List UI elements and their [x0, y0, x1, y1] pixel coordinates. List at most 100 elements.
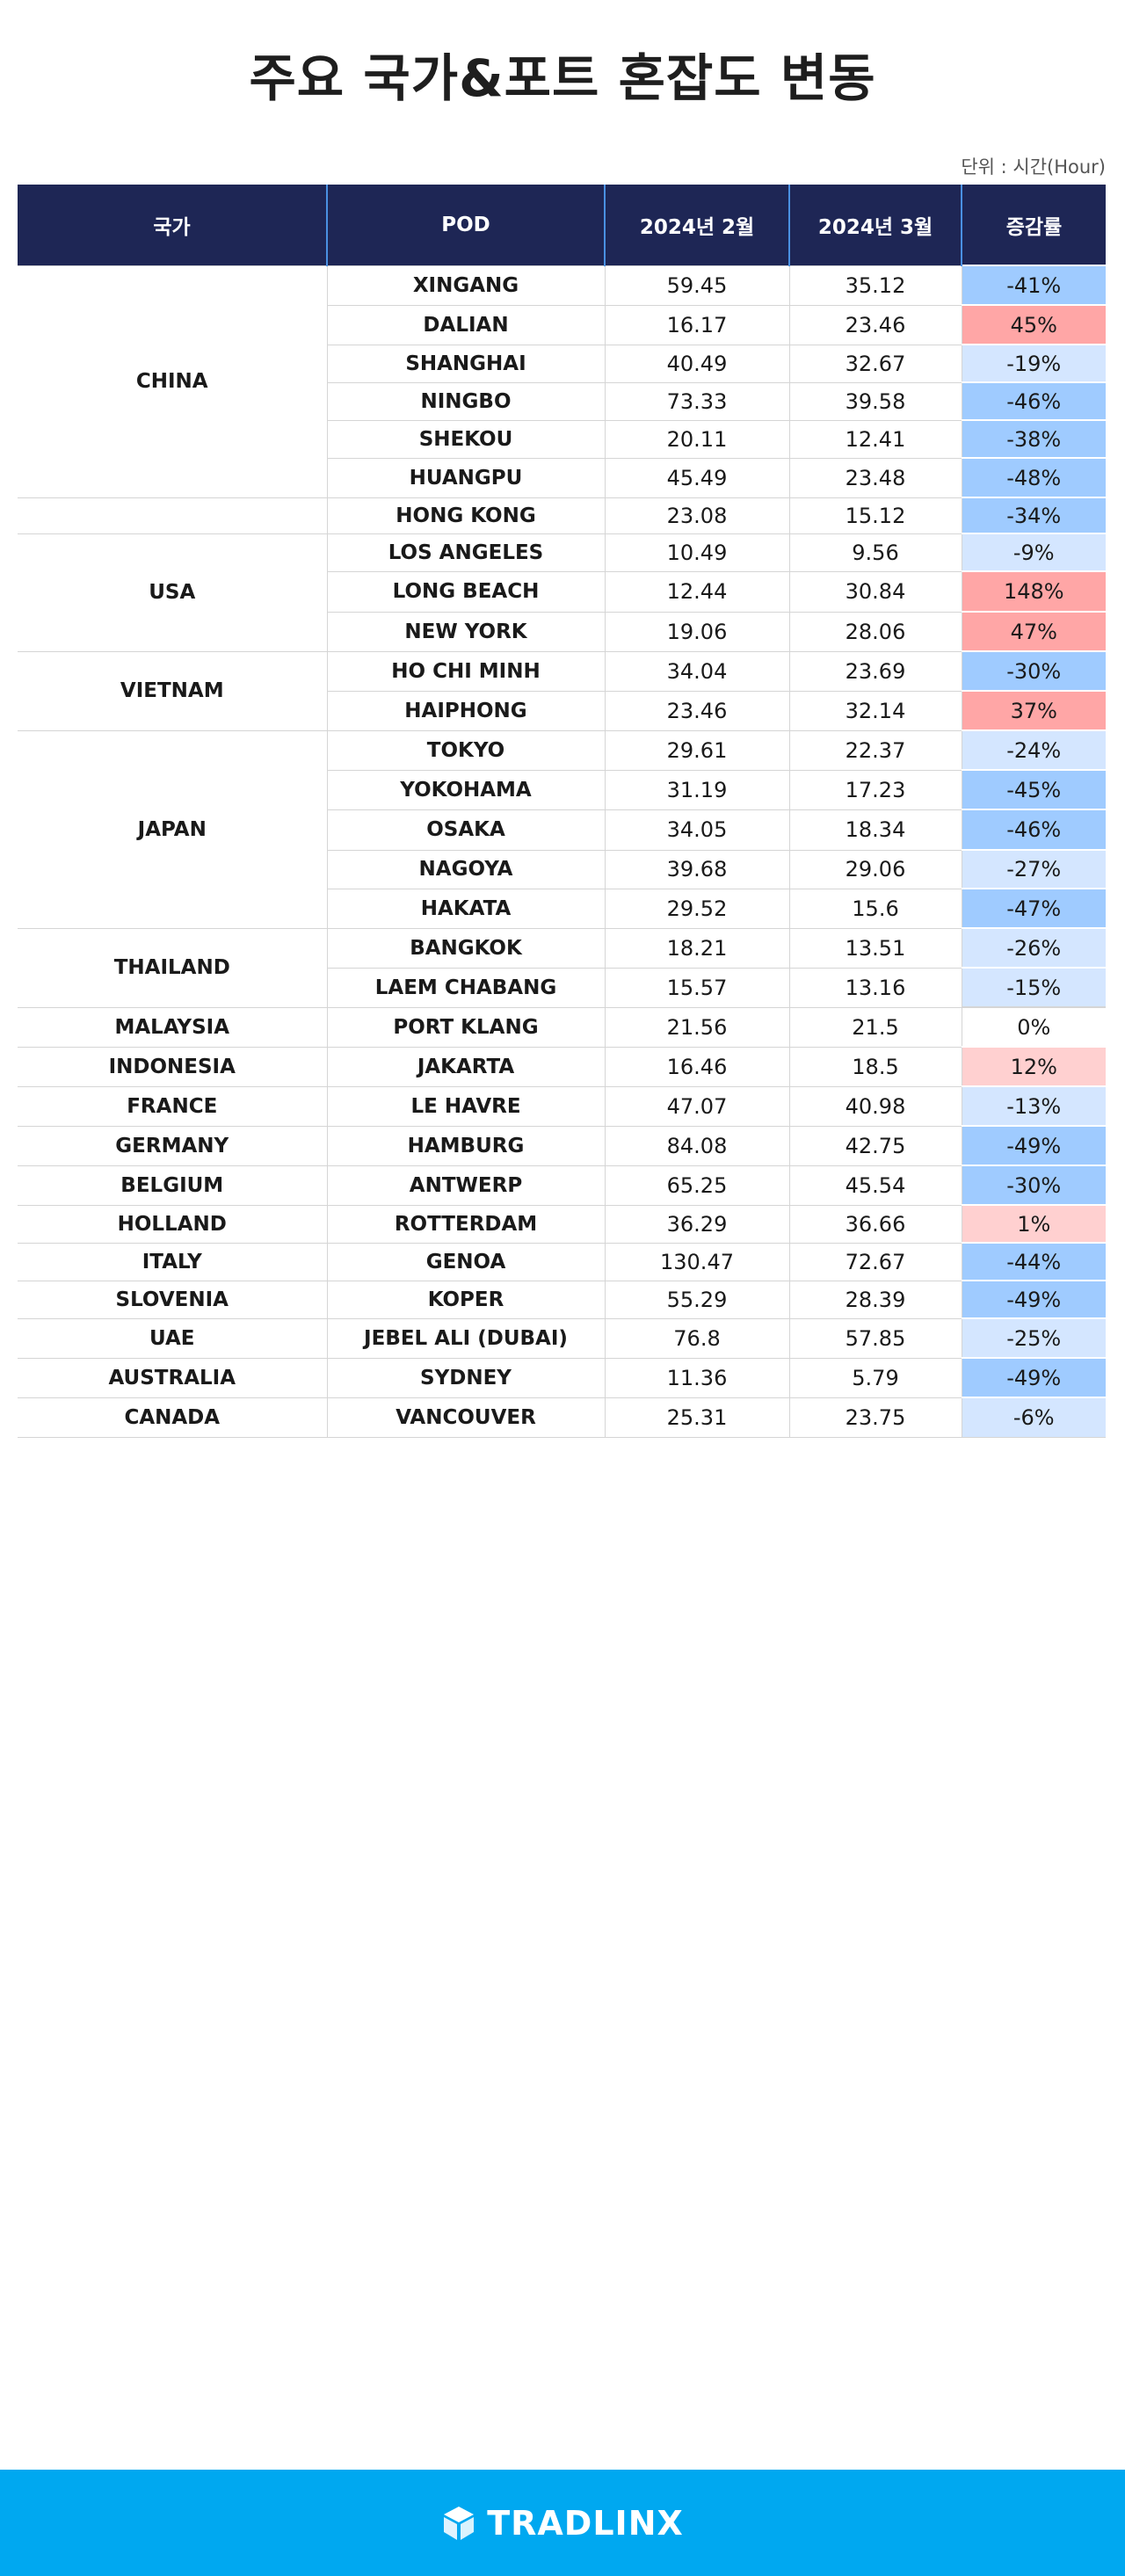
feb-value-cell: 12.44 — [604, 570, 789, 612]
feb-value-cell: 55.29 — [604, 1280, 789, 1318]
table-row: VIETNAM HO CHI MINH 34.04 23.69 -30% — [18, 650, 1106, 730]
rate-cell: -34% — [961, 497, 1106, 533]
mar-value-cell: 21.5 — [788, 1006, 962, 1047]
rate-cell: -19% — [961, 344, 1106, 382]
feb-value-cell: 16.46 — [604, 1046, 789, 1086]
pod-cell: PORT KLANG — [326, 1006, 605, 1047]
country-cell — [18, 497, 327, 533]
pod-cell: XINGANG — [326, 265, 605, 305]
feb-value-cell: 19.06 — [604, 611, 789, 651]
mar-value-cell: 28.39 — [788, 1280, 962, 1318]
mar-value-cell: 36.66 — [788, 1204, 962, 1243]
pod-cell: ROTTERDAM — [326, 1204, 605, 1243]
rate-cell: -9% — [961, 533, 1106, 571]
mar-value-cell: 12.41 — [788, 419, 962, 458]
table-row: UAE JEBEL ALI (DUBAI) 76.8 57.85 -25% — [18, 1317, 1106, 1358]
rate-cell: -38% — [961, 419, 1106, 458]
feb-value-cell: 20.11 — [604, 419, 789, 458]
pod-cell: JAKARTA — [326, 1046, 605, 1086]
pod-cell: HAKATA — [326, 888, 605, 928]
table-row: JAPAN TOKYO 29.61 22.37 -24% — [18, 729, 1106, 928]
pod-cell: VANCOUVER — [326, 1397, 605, 1438]
rate-cell: -24% — [961, 729, 1106, 770]
country-cell: INDONESIA — [18, 1046, 327, 1086]
country-cell: THAILAND — [18, 927, 327, 1007]
rate-cell: -46% — [961, 381, 1106, 420]
pod-cell: BANGKOK — [326, 927, 605, 968]
pod-cell: HONG KONG — [326, 497, 605, 533]
feb-value-cell: 29.52 — [604, 888, 789, 928]
country-cell: VIETNAM — [18, 650, 327, 730]
rate-cell: -46% — [961, 809, 1106, 850]
rate-cell: -30% — [961, 650, 1106, 691]
feb-value-cell: 47.07 — [604, 1085, 789, 1126]
mar-value-cell: 28.06 — [788, 611, 962, 651]
country-cell: USA — [18, 533, 327, 651]
table-row: ITALY GENOA 130.47 72.67 -44% — [18, 1242, 1106, 1281]
header-pod: POD — [326, 185, 605, 265]
country-cell: CHINA — [18, 265, 327, 497]
rate-cell: 12% — [961, 1046, 1106, 1086]
header-rate: 증감률 — [961, 185, 1106, 265]
mar-value-cell: 72.67 — [788, 1242, 962, 1281]
mar-value-cell: 18.5 — [788, 1046, 962, 1086]
header-mar: 2024년 3월 — [788, 185, 962, 265]
feb-value-cell: 45.49 — [604, 457, 789, 497]
mar-value-cell: 35.12 — [788, 265, 962, 305]
mar-value-cell: 23.48 — [788, 457, 962, 497]
pod-cell: YOKOHAMA — [326, 769, 605, 809]
pod-cell: LOS ANGELES — [326, 533, 605, 571]
country-cell: HOLLAND — [18, 1204, 327, 1243]
congestion-table: 국가 POD 2024년 2월 2024년 3월 증감률 CHINA XINGAN… — [18, 185, 1106, 1438]
feb-value-cell: 40.49 — [604, 344, 789, 382]
table-row: OSAKA 34.05 18.34 -46% — [18, 809, 1106, 850]
feb-value-cell: 25.31 — [604, 1397, 789, 1438]
rate-cell: 37% — [961, 690, 1106, 730]
table-row: HOLLAND ROTTERDAM 36.29 36.66 1% — [18, 1204, 1106, 1243]
table-row: MALAYSIA PORT KLANG 21.56 21.5 0% — [18, 1006, 1106, 1047]
pod-cell: GENOA — [326, 1242, 605, 1281]
country-cell: UAE — [18, 1317, 327, 1358]
page-title: 주요 국가&포트 혼잡도 변동 — [249, 48, 876, 108]
pod-cell: ANTWERP — [326, 1165, 605, 1205]
mar-value-cell: 57.85 — [788, 1317, 962, 1358]
mar-value-cell: 23.75 — [788, 1397, 962, 1438]
tradlinx-cube-icon — [444, 2506, 475, 2540]
table-row: DALIAN 16.17 23.46 45% — [18, 304, 1106, 345]
mar-value-cell: 45.54 — [788, 1165, 962, 1205]
pod-cell: JEBEL ALI (DUBAI) — [326, 1317, 605, 1358]
pod-cell: HAIPHONG — [326, 690, 605, 730]
brand-logo: TRADLINX — [441, 2504, 684, 2543]
pod-cell: LONG BEACH — [326, 570, 605, 612]
country-cell: JAPAN — [18, 729, 327, 928]
table-header: 국가 POD 2024년 2월 2024년 3월 증감률 — [18, 185, 1106, 265]
table-row: SHEKOU 20.11 12.41 -38% — [18, 419, 1106, 458]
rate-cell: -44% — [961, 1242, 1106, 1281]
table-row: USA LOS ANGELES 10.49 9.56 -9% — [18, 533, 1106, 651]
pod-cell: SHEKOU — [326, 419, 605, 458]
pod-cell: SYDNEY — [326, 1357, 605, 1397]
table-row: GERMANY HAMBURG 84.08 42.75 -49% — [18, 1125, 1106, 1165]
pod-cell: TOKYO — [326, 729, 605, 770]
mar-value-cell: 15.12 — [788, 497, 962, 533]
pod-cell: NINGBO — [326, 381, 605, 420]
feb-value-cell: 84.08 — [604, 1125, 789, 1165]
rate-cell: 45% — [961, 304, 1106, 345]
rate-cell: -48% — [961, 457, 1106, 497]
mar-value-cell: 32.67 — [788, 344, 962, 382]
table-body: CHINA XINGANG 59.45 35.12 -41% DALIAN 16.17 23.… — [18, 265, 1106, 1438]
rate-cell: -45% — [961, 769, 1106, 809]
country-cell: MALAYSIA — [18, 1006, 327, 1047]
feb-value-cell: 23.46 — [604, 690, 789, 730]
table-row: AUSTRALIA SYDNEY 11.36 5.79 -49% — [18, 1357, 1106, 1397]
pod-cell: KOPER — [326, 1280, 605, 1318]
mar-value-cell: 23.69 — [788, 650, 962, 691]
rate-cell: -49% — [961, 1125, 1106, 1165]
mar-value-cell: 13.16 — [788, 967, 962, 1007]
header-row: 국가 POD 2024년 2월 2024년 3월 증감률 — [18, 185, 1106, 265]
feb-value-cell: 18.21 — [604, 927, 789, 968]
table-row: LONG BEACH 12.44 30.84 148% — [18, 570, 1106, 612]
table-row: HUANGPU 45.49 23.48 -48% — [18, 457, 1106, 497]
country-cell: CANADA — [18, 1397, 327, 1438]
feb-value-cell: 31.19 — [604, 769, 789, 809]
